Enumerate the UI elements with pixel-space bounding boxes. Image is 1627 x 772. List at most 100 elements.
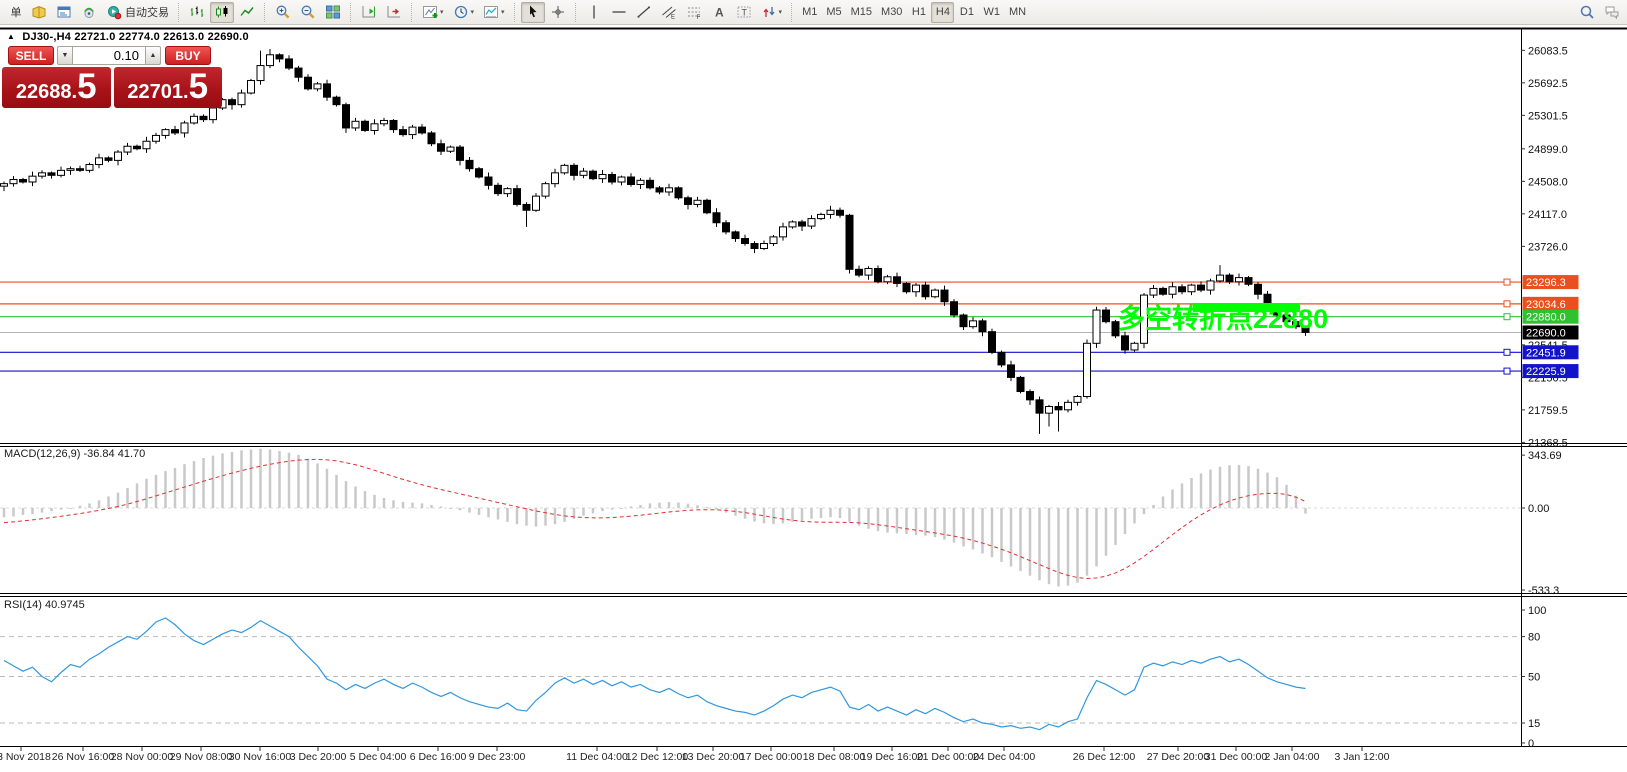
macd-bar — [1019, 508, 1022, 572]
tf-h1-button[interactable]: H1 — [907, 2, 930, 23]
macd-bar — [192, 461, 196, 508]
volume-increase-button[interactable]: ▲ — [145, 46, 161, 65]
svg-text:E: E — [671, 15, 675, 21]
level-line-handle[interactable] — [1503, 348, 1511, 356]
draw-trendline-button[interactable] — [632, 2, 656, 23]
draw-arrows-button[interactable]: ▾ — [757, 2, 787, 23]
candle — [389, 119, 398, 131]
volume-input[interactable] — [73, 46, 145, 65]
tf-m1-button[interactable]: M1 — [798, 2, 821, 23]
draw-hline-button[interactable] — [607, 2, 631, 23]
level-line-handle[interactable] — [1503, 278, 1511, 286]
tf-w1-button[interactable]: W1 — [979, 2, 1004, 23]
draw-text-button[interactable]: A — [707, 2, 731, 23]
macd-bar — [183, 464, 186, 508]
time-tick-label: 19 Dec 16:00 — [861, 751, 924, 763]
tf-m15-button[interactable]: M15 — [847, 2, 876, 23]
level-line-handle[interactable] — [1503, 313, 1511, 321]
candle — [1045, 405, 1053, 414]
candle — [712, 212, 721, 224]
time-tick-label: 18 Dec 08:00 — [803, 751, 866, 763]
volume-decrease-button[interactable]: ▼ — [57, 46, 73, 65]
collapse-panel-icon[interactable]: ▲ — [7, 32, 16, 41]
chart-line-button[interactable] — [235, 2, 259, 23]
draw-vline-button[interactable] — [582, 2, 606, 23]
tf-m30-button[interactable]: M30 — [877, 2, 906, 23]
chart-bars-button[interactable] — [185, 2, 209, 23]
cursor-button[interactable] — [520, 1, 545, 23]
data-window-button[interactable] — [52, 2, 76, 23]
candle — [570, 164, 578, 176]
tf-w1-label: W1 — [983, 6, 1000, 18]
candle — [798, 221, 806, 227]
toolbar-separator — [791, 2, 793, 22]
chat-button[interactable] — [1600, 2, 1624, 23]
macd-bar — [1095, 508, 1098, 567]
candle — [988, 331, 996, 353]
tf-h4-button[interactable]: H4 — [931, 1, 955, 23]
chevron-down-icon[interactable]: ▾ — [470, 9, 475, 16]
macd-bar — [401, 501, 405, 508]
new-order-button[interactable]: 单 — [3, 2, 26, 23]
toolbar-separator — [574, 2, 577, 22]
price-badge-label: 23034.6 — [1526, 299, 1566, 311]
one-click-trading-panel: SELL ▼ ▲ BUY 22688.5 22701.5 — [2, 46, 222, 108]
macd-bar — [1066, 508, 1070, 586]
market-watch-button[interactable] — [27, 2, 51, 23]
sell-button[interactable]: SELL — [8, 46, 54, 65]
macd-bar — [1171, 489, 1174, 508]
periods-button[interactable]: ▾ — [449, 2, 479, 23]
navigator-button[interactable] — [77, 2, 101, 23]
macd-bar — [154, 474, 158, 508]
macd-bar — [534, 508, 538, 527]
candle — [1159, 287, 1167, 295]
rsi-tick-label: 15 — [1528, 718, 1540, 730]
macd-bar — [525, 508, 528, 526]
zoom-out-button[interactable] — [296, 2, 320, 23]
chart-shift-button[interactable] — [357, 2, 381, 23]
autotrading-icon — [106, 4, 122, 20]
auto-scroll-button[interactable] — [382, 2, 406, 23]
chart-background[interactable] — [0, 25, 1627, 772]
level-line-handle[interactable] — [1503, 300, 1511, 308]
buy-button[interactable]: BUY — [165, 46, 211, 65]
candle — [532, 195, 540, 211]
crosshair-button[interactable] — [546, 2, 570, 23]
macd-bar — [496, 508, 500, 520]
time-tick-label: 31 Dec 00:00 — [1205, 751, 1268, 763]
buy-price-button[interactable]: 22701. 5 — [113, 67, 222, 108]
macd-bar — [430, 504, 433, 508]
autotrading-button[interactable]: 自动交易 — [102, 2, 173, 23]
macd-bar — [601, 508, 604, 512]
candle — [47, 172, 56, 176]
chart-annotation-text[interactable]: 多空转折点22880 — [1118, 304, 1329, 334]
indicators-button[interactable]: ▾ — [418, 2, 448, 23]
chevron-down-icon[interactable]: ▾ — [501, 9, 505, 16]
tf-m5-button[interactable]: M5 — [822, 2, 845, 23]
chevron-down-icon[interactable]: ▾ — [440, 9, 444, 16]
macd-bar — [325, 468, 329, 508]
macd-bar — [1123, 508, 1127, 535]
tf-mn-button[interactable]: MN — [1005, 2, 1030, 23]
macd-bar — [1000, 508, 1003, 562]
draw-fibonacci-button[interactable]: F — [682, 2, 706, 23]
chevron-down-icon[interactable]: ▾ — [778, 9, 783, 16]
candle — [1292, 321, 1300, 328]
macd-bar — [145, 478, 148, 508]
tile-windows-button[interactable] — [321, 2, 345, 23]
chart-canvas[interactable]: 26083.5 25692.5 25301.5 24899.0 24508.0 24117… — [0, 25, 1627, 772]
zoom-in-button[interactable] — [271, 2, 295, 23]
tf-d1-button[interactable]: D1 — [955, 2, 978, 23]
chart-candles-button[interactable] — [210, 1, 234, 23]
draw-channel-button[interactable]: E — [657, 2, 681, 23]
draw-label-button[interactable]: T — [732, 2, 756, 23]
level-line-handle[interactable] — [1503, 367, 1511, 375]
price-tick-label: 24117.0 — [1528, 209, 1567, 221]
templates-button[interactable]: ▾ — [479, 2, 509, 23]
sell-price-button[interactable]: 22688. 5 — [2, 67, 111, 108]
macd-bar — [1152, 504, 1155, 508]
candle — [522, 203, 531, 211]
search-button[interactable] — [1575, 2, 1599, 23]
market-watch-icon — [31, 4, 47, 20]
annotation-bar[interactable] — [1193, 302, 1300, 312]
